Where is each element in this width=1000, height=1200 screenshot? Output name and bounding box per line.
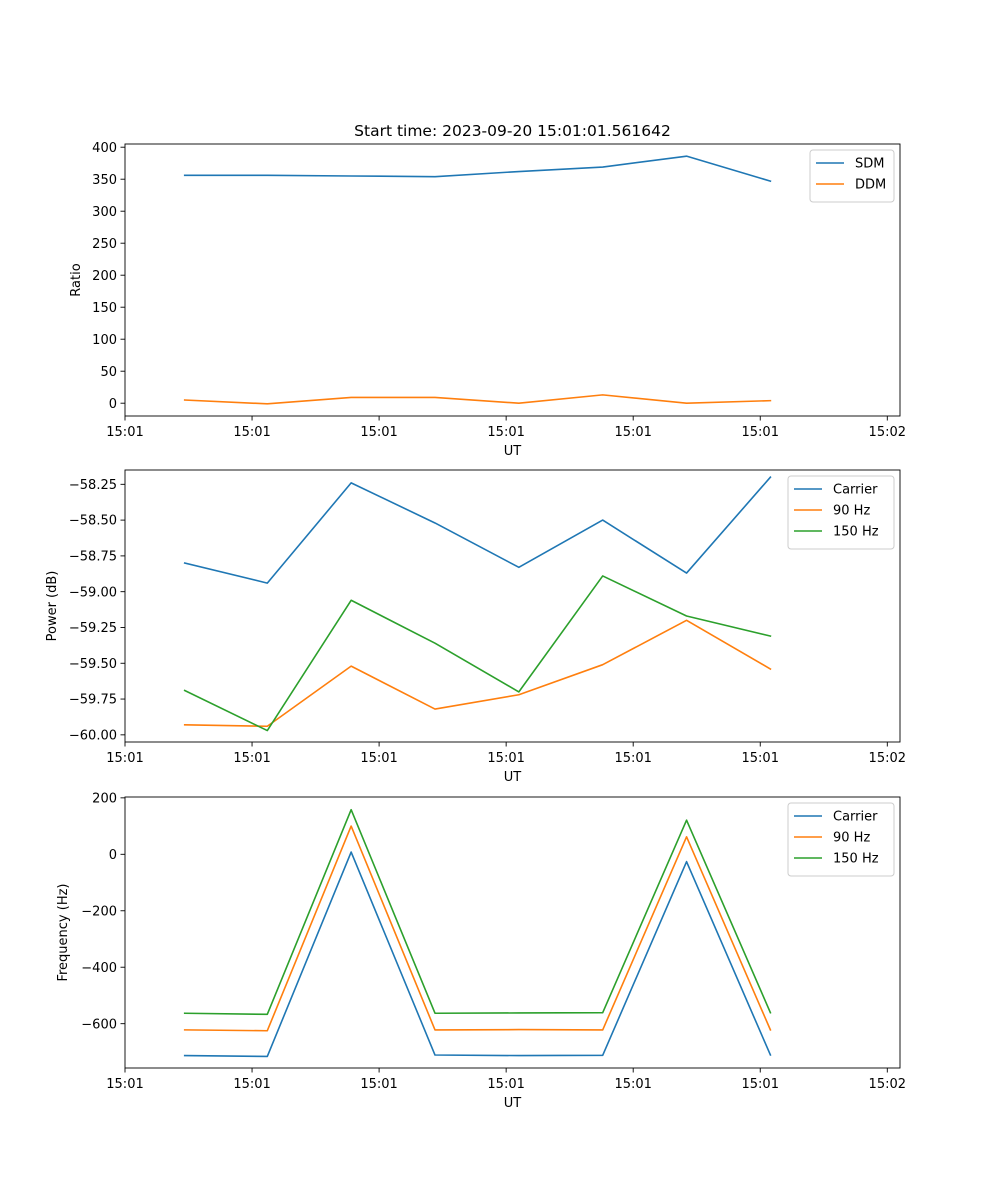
frequency-x-tick-label: 15:01 bbox=[106, 1077, 143, 1092]
frequency-series-line-0 bbox=[183, 851, 772, 1058]
frequency-x-tick-label: 15:01 bbox=[614, 1077, 651, 1092]
frequency-x-tick-label: 15:01 bbox=[360, 1077, 397, 1092]
frequency-legend-label-2: 150 Hz bbox=[833, 852, 879, 867]
ratio-y-tick-label: 50 bbox=[100, 365, 117, 380]
power-series-line-0 bbox=[183, 476, 772, 584]
power-legend-label-2: 150 Hz bbox=[833, 525, 879, 540]
frequency-legend: Carrier 90 Hz 150 Hz bbox=[787, 802, 895, 877]
frequency-x-tick-label: 15:01 bbox=[233, 1077, 270, 1092]
frequency-y-axis-label: Frequency (Hz) bbox=[56, 883, 71, 981]
power-legend: Carrier 90 Hz 150 Hz bbox=[787, 475, 895, 550]
figure-title: Start time: 2023-09-20 15:01:01.561642 bbox=[354, 122, 671, 140]
frequency-x-tick-label: 15:02 bbox=[869, 1077, 906, 1092]
ratio-x-tick-label: 15:01 bbox=[614, 425, 651, 440]
ratio-x-tick-label: 15:01 bbox=[742, 425, 779, 440]
power-legend-label-0: Carrier bbox=[833, 483, 878, 498]
chart-ratio: 15:01 15:01 15:01 15:01 15:01 15:01 15:02 0 50 10… bbox=[69, 141, 906, 459]
ratio-y-tick-label: 350 bbox=[92, 173, 117, 188]
ratio-legend-label-1: DDM bbox=[855, 178, 886, 193]
frequency-y-tick-label: −200 bbox=[81, 904, 117, 919]
ratio-y-tick-label: 100 bbox=[92, 333, 117, 348]
frequency-y-tick-label: −400 bbox=[81, 961, 117, 976]
power-x-tick-label: 15:01 bbox=[742, 751, 779, 766]
power-y-tick-label: −58.25 bbox=[69, 478, 117, 493]
power-x-tick-label: 15:01 bbox=[106, 751, 143, 766]
ratio-legend-label-0: SDM bbox=[855, 157, 884, 172]
ratio-y-tick-label: 250 bbox=[92, 237, 117, 252]
chart-frequency: 15:01 15:01 15:01 15:01 15:01 15:01 15:02 −600 −… bbox=[56, 791, 906, 1111]
power-y-tick-label: −59.25 bbox=[69, 621, 117, 636]
power-x-tick-label: 15:01 bbox=[614, 751, 651, 766]
power-x-tick-label: 15:02 bbox=[869, 751, 906, 766]
frequency-x-tick-label: 15:01 bbox=[742, 1077, 779, 1092]
power-x-tick-label: 15:01 bbox=[487, 751, 524, 766]
power-y-tick-label: −59.00 bbox=[69, 585, 117, 600]
power-series-line-1 bbox=[183, 619, 772, 728]
ratio-y-tick-label: 300 bbox=[92, 205, 117, 220]
frequency-y-tick-label: −600 bbox=[81, 1017, 117, 1032]
ratio-x-tick-label: 15:01 bbox=[487, 425, 524, 440]
power-y-tick-label: −58.75 bbox=[69, 549, 117, 564]
power-y-axis-label: Power (dB) bbox=[45, 571, 60, 642]
frequency-legend-label-1: 90 Hz bbox=[833, 831, 870, 846]
ratio-x-tick-label: 15:01 bbox=[233, 425, 270, 440]
ratio-axes-frame bbox=[124, 143, 901, 417]
power-x-tick-label: 15:01 bbox=[233, 751, 270, 766]
ratio-series-line-1 bbox=[183, 394, 772, 405]
ratio-y-tick-label: 400 bbox=[92, 141, 117, 156]
power-x-axis-label: UT bbox=[504, 770, 522, 785]
ratio-x-tick-label: 15:02 bbox=[869, 425, 906, 440]
ratio-y-axis-label: Ratio bbox=[69, 263, 84, 296]
ratio-series-line-0 bbox=[183, 155, 772, 183]
power-y-tick-label: −59.50 bbox=[69, 657, 117, 672]
ratio-y-tick-label: 150 bbox=[92, 301, 117, 316]
ratio-x-tick-label: 15:01 bbox=[360, 425, 397, 440]
power-series-line-2 bbox=[183, 575, 772, 732]
ratio-x-tick-label: 15:01 bbox=[106, 425, 143, 440]
power-axes-frame bbox=[124, 469, 901, 743]
power-y-tick-label: −59.75 bbox=[69, 693, 117, 708]
panels: 15:01 15:01 15:01 15:01 15:01 15:01 15:02 0 50 10… bbox=[45, 141, 906, 1111]
frequency-x-axis-label: UT bbox=[504, 1096, 522, 1111]
power-legend-label-1: 90 Hz bbox=[833, 504, 870, 519]
chart-power: 15:01 15:01 15:01 15:01 15:01 15:01 15:02 −60.0… bbox=[45, 469, 906, 785]
frequency-x-tick-label: 15:01 bbox=[487, 1077, 524, 1092]
frequency-series-line-1 bbox=[183, 825, 772, 1032]
frequency-y-tick-label: 0 bbox=[109, 848, 117, 863]
power-y-tick-label: −60.00 bbox=[69, 728, 117, 743]
frequency-axes-frame bbox=[124, 796, 901, 1069]
frequency-series-line-2 bbox=[183, 808, 772, 1016]
ratio-legend: SDM DDM bbox=[809, 149, 895, 203]
frequency-legend-label-0: Carrier bbox=[833, 810, 878, 825]
power-x-tick-label: 15:01 bbox=[360, 751, 397, 766]
ratio-y-tick-label: 200 bbox=[92, 269, 117, 284]
frequency-y-tick-label: 200 bbox=[92, 791, 117, 806]
ratio-x-axis-label: UT bbox=[504, 444, 522, 459]
ratio-y-tick-label: 0 bbox=[109, 397, 117, 412]
power-y-tick-label: −58.50 bbox=[69, 514, 117, 529]
